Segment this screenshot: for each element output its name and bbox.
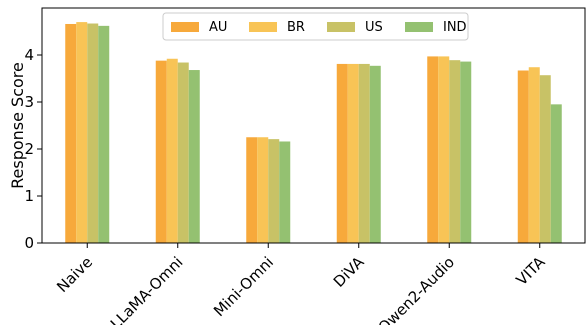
y-tick-label: 3 xyxy=(24,93,34,111)
legend-swatch-au xyxy=(171,22,199,32)
bar-au-3 xyxy=(336,63,348,244)
bar-br-2 xyxy=(257,137,269,243)
bar-ind-4 xyxy=(460,61,472,243)
bar-au-1 xyxy=(155,60,167,243)
bar-ind-3 xyxy=(369,65,381,243)
legend-box xyxy=(162,12,469,41)
bar-br-4 xyxy=(438,56,450,243)
bar-us-2 xyxy=(268,139,280,243)
bar-us-5 xyxy=(539,75,551,244)
legend: AU BR US IND xyxy=(162,12,469,41)
legend-label-ind: IND xyxy=(443,20,467,35)
bar-us-1 xyxy=(177,62,189,243)
bar-ind-2 xyxy=(279,141,291,243)
bar-au-5 xyxy=(517,70,529,243)
bar-br-3 xyxy=(347,63,359,244)
bar-br-5 xyxy=(528,67,540,243)
legend-label-us: US xyxy=(365,20,383,35)
bar-au-0 xyxy=(65,23,77,244)
bar-us-3 xyxy=(358,63,370,244)
plot-frame xyxy=(41,7,586,244)
bars-group xyxy=(65,22,562,244)
y-tick-label: 1 xyxy=(24,187,34,205)
bar-br-1 xyxy=(166,58,178,244)
y-tick-label: 0 xyxy=(24,234,34,252)
bar-us-0 xyxy=(87,23,99,244)
bar-br-0 xyxy=(76,22,88,243)
bar-ind-0 xyxy=(98,25,110,243)
bar-au-2 xyxy=(246,137,258,243)
y-tick-label: 2 xyxy=(24,140,34,158)
bar-ind-5 xyxy=(550,104,562,243)
legend-swatch-ind xyxy=(405,22,433,32)
legend-label-au: AU xyxy=(209,20,227,35)
legend-swatch-us xyxy=(327,22,355,32)
legend-swatch-br xyxy=(249,22,277,32)
bar-ind-1 xyxy=(188,70,200,243)
y-axis-title: Response Score xyxy=(8,62,27,189)
y-axis: 0 1 2 3 4 xyxy=(24,46,42,252)
bar-us-4 xyxy=(449,60,461,243)
legend-label-br: BR xyxy=(287,20,305,35)
y-tick-label: 4 xyxy=(24,46,34,64)
bar-au-4 xyxy=(427,56,439,243)
